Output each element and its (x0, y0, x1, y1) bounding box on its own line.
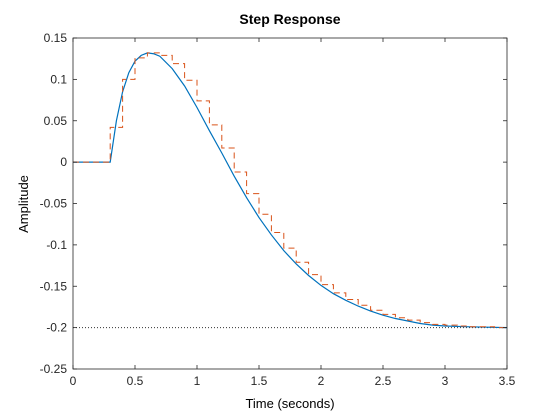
y-tick-label: 0.15 (44, 31, 68, 45)
y-axis-label: Amplitude (16, 175, 31, 233)
chart-title: Step Response (239, 11, 340, 27)
x-tick-label: 1 (194, 374, 201, 388)
x-tick-label: 2.5 (375, 374, 392, 388)
y-axis-ticks: -0.25 -0.2 -0.15 -0.1 -0.05 0 0.05 0.1 0.15 (40, 31, 507, 376)
y-tick-label: -0.1 (46, 238, 67, 252)
plot-area (73, 38, 507, 369)
continuous-response-series (73, 52, 508, 329)
y-tick-label: 0.1 (50, 72, 67, 86)
y-tick-label: -0.15 (40, 279, 68, 293)
x-tick-label: 0 (70, 374, 77, 388)
x-tick-label: 1.5 (251, 374, 268, 388)
y-tick-label: -0.25 (40, 362, 68, 376)
x-axis-label: Time (seconds) (245, 396, 334, 411)
x-tick-label: 2 (318, 374, 325, 388)
x-tick-label: 3 (442, 374, 449, 388)
x-tick-label: 0.5 (127, 374, 144, 388)
y-tick-label: -0.05 (40, 197, 68, 211)
x-axis-ticks: 0 0.5 1 1.5 2 2.5 3 3.5 (70, 38, 516, 388)
x-tick-label: 3.5 (499, 374, 516, 388)
y-tick-label: 0 (60, 155, 67, 169)
y-tick-label: 0.05 (44, 114, 68, 128)
y-tick-label: -0.2 (46, 321, 67, 335)
discrete-response-series (73, 52, 507, 329)
series-layer (73, 52, 508, 329)
